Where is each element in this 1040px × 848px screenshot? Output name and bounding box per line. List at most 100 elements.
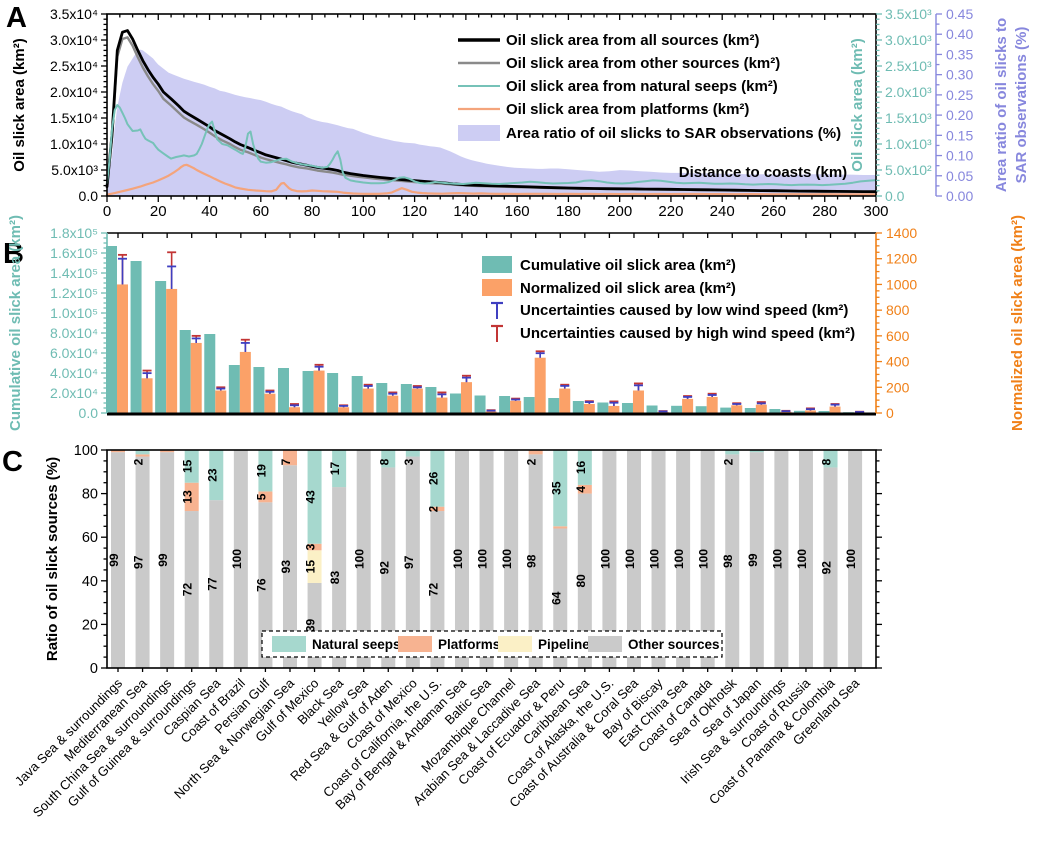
segment-value-label: 100 <box>844 549 858 569</box>
segment-other <box>233 450 248 668</box>
y-left-tick-label: 1.4x10⁵ <box>50 265 98 281</box>
normalized-bar <box>264 393 276 413</box>
normalized-bar <box>362 388 374 413</box>
cumulative-bar <box>253 367 265 413</box>
normalized-bar <box>436 397 448 413</box>
segment-value-label: 35 <box>549 481 563 495</box>
y-right-tick-label: 200 <box>886 379 910 395</box>
normalized-bar <box>215 390 227 413</box>
panel-c: 99 97299721315772310076519937391534383171… <box>12 443 882 820</box>
panel-label-a: A <box>6 2 27 34</box>
segment-value-label: 83 <box>328 571 342 585</box>
x-tick-label: 40 <box>201 203 218 220</box>
segment-seeps <box>430 450 445 507</box>
segment-value-label: 39 <box>304 618 318 632</box>
segment-value-label: 64 <box>549 591 563 605</box>
x-tick-label: 300 <box>863 203 888 220</box>
segment-value-label: 8 <box>820 458 834 465</box>
legend-label-1: Oil slick area from other sources (km²) <box>506 55 780 72</box>
panel-b: 0.0 2.0x10⁴ 4.0x10⁴ 6.0x10⁴ 8.0x10⁴ 1.0x10⁵ 1.… <box>7 215 1026 431</box>
y-right-tick-label: 400 <box>886 354 910 370</box>
segment-value-label: 99 <box>107 553 121 567</box>
segment-other <box>651 450 666 668</box>
segment-other <box>356 450 371 668</box>
y-left-tick-label: 2.5x10⁴ <box>50 58 98 74</box>
segment-other <box>602 450 617 668</box>
legend-label-3: Oil slick area from platforms (km²) <box>506 101 749 118</box>
y-left-tick-label: 0 <box>90 661 98 677</box>
y-left-tick-label: 0.0 <box>79 188 99 204</box>
y-left-tick-label: 60 <box>82 530 98 546</box>
segment-value-label: 2 <box>525 458 539 465</box>
segment-value-label: 2 <box>132 458 146 465</box>
segment-value-label: 72 <box>181 583 195 597</box>
y-right-teal-label: 1.0x10³ <box>885 136 932 152</box>
segment-platforms <box>282 450 297 466</box>
y-left-tick-label: 1.8x10⁵ <box>50 225 98 241</box>
x-tick-label: 220 <box>658 203 683 220</box>
segment-value-label: 7 <box>279 458 293 465</box>
y-right-tick-label: 1200 <box>886 251 917 267</box>
segment-seeps <box>405 450 420 457</box>
normalized-bar <box>387 395 399 413</box>
x-tick-label: 160 <box>505 203 530 220</box>
cumulative-bar <box>179 330 191 413</box>
segment-seeps <box>332 450 347 488</box>
segment-other <box>725 454 740 668</box>
y-left-axis-title: Ratio of oil slick sources (%) <box>44 457 61 661</box>
segment-other <box>332 487 347 668</box>
segment-value-label: 26 <box>426 471 440 485</box>
segment-other <box>184 511 199 668</box>
cumulative-bar <box>744 408 756 413</box>
y-left-tick-label: 20 <box>82 617 98 633</box>
segment-value-label: 97 <box>132 555 146 569</box>
segment-seeps <box>209 450 224 501</box>
normalized-bar <box>731 405 743 413</box>
legend-label-0: Natural seeps <box>312 637 401 652</box>
segment-value-label: 15 <box>304 560 318 574</box>
purple-tick-label: 0.00 <box>946 188 973 204</box>
segment-value-label: 77 <box>205 577 219 591</box>
segment-value-label: 80 <box>574 574 588 588</box>
cumulative-bar <box>646 405 658 413</box>
purple-axis-title-1: Area ratio of oil slicks to <box>993 18 1010 192</box>
cumulative-bar <box>228 365 240 413</box>
y-right-tick-label: 0 <box>886 405 894 421</box>
segment-value-label: 98 <box>525 554 539 568</box>
normalized-bar <box>583 404 595 413</box>
y-left-tick-label: 2.0x10⁴ <box>50 84 98 100</box>
normalized-bar <box>706 396 718 413</box>
segment-pipelines <box>307 550 322 583</box>
legend-label-2: Uncertainties caused by low wind speed (… <box>520 302 848 319</box>
y-left-tick-label: 1.0x10⁴ <box>50 136 98 152</box>
cumulative-bar <box>376 383 388 413</box>
x-tick-label: 180 <box>556 203 581 220</box>
normalized-bar <box>411 388 423 413</box>
segment-value-label: 43 <box>304 490 318 504</box>
segment-seeps <box>749 450 764 453</box>
cumulative-bar <box>818 411 830 413</box>
segment-other <box>282 465 297 668</box>
normalized-bar <box>682 398 694 413</box>
natural-seeps-line <box>106 104 877 187</box>
y-right-teal-label: 1.5x10³ <box>885 110 932 126</box>
cumulative-bar <box>572 401 584 413</box>
legend-label-3: Other sources <box>628 637 720 652</box>
segment-seeps <box>553 450 568 527</box>
legend-swatch-2 <box>498 636 532 652</box>
normalized-bar <box>141 378 153 413</box>
segment-value-label: 92 <box>820 561 834 575</box>
y-left-tick-label: 1.5x10⁴ <box>50 110 98 126</box>
segment-value-label: 99 <box>156 553 170 567</box>
segment-other <box>749 452 764 668</box>
cumulative-bar <box>523 397 535 413</box>
purple-tick-label: 0.35 <box>946 46 973 62</box>
segment-other <box>700 450 715 668</box>
segment-other <box>774 450 789 668</box>
x-tick-label: 20 <box>150 203 167 220</box>
cumulative-bar <box>425 387 437 413</box>
normalized-bar <box>117 284 128 413</box>
y-right-tick-label: 1400 <box>886 225 917 241</box>
y-left-axis-title: Cumulative oil slick area (km²) <box>7 215 24 431</box>
